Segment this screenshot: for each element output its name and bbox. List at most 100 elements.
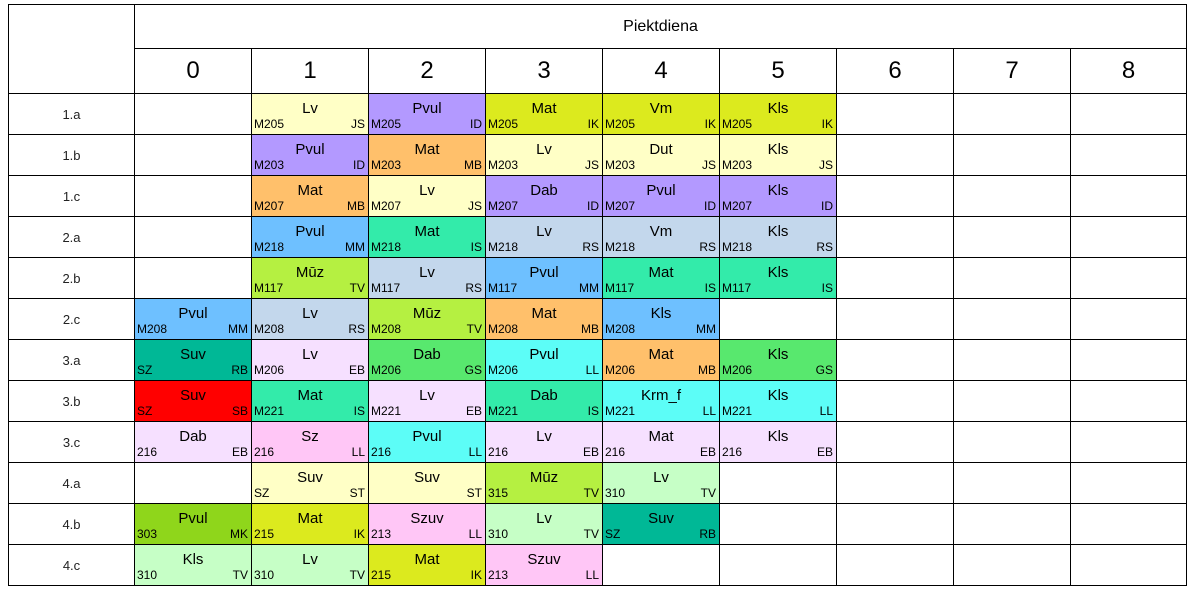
lesson-cell[interactable]: Sz 216 LL xyxy=(251,421,369,463)
empty-cell[interactable] xyxy=(134,175,252,217)
lesson-cell[interactable]: Dut M203 JS xyxy=(602,134,720,176)
lesson-cell[interactable]: Mat M206 MB xyxy=(602,339,720,381)
empty-cell[interactable] xyxy=(836,462,954,504)
empty-cell[interactable] xyxy=(1070,134,1187,176)
empty-cell[interactable] xyxy=(953,216,1071,258)
empty-cell[interactable] xyxy=(134,462,252,504)
empty-cell[interactable] xyxy=(836,380,954,422)
lesson-cell[interactable]: Lv M205 JS xyxy=(251,93,369,135)
lesson-cell[interactable]: Lv M203 JS xyxy=(485,134,603,176)
lesson-cell[interactable]: Vm M218 RS xyxy=(602,216,720,258)
lesson-cell[interactable]: Pvul 216 LL xyxy=(368,421,486,463)
empty-cell[interactable] xyxy=(836,134,954,176)
empty-cell[interactable] xyxy=(1070,175,1187,217)
empty-cell[interactable] xyxy=(1070,503,1187,545)
lesson-cell[interactable]: Suv SZ SB xyxy=(134,380,252,422)
lesson-cell[interactable]: Lv 310 TV xyxy=(485,503,603,545)
lesson-cell[interactable]: Lv M207 JS xyxy=(368,175,486,217)
lesson-cell[interactable]: Kls M207 ID xyxy=(719,175,837,217)
lesson-cell[interactable]: Mat M117 IS xyxy=(602,257,720,299)
empty-cell[interactable] xyxy=(719,298,837,340)
lesson-cell[interactable]: Mat M203 MB xyxy=(368,134,486,176)
empty-cell[interactable] xyxy=(1070,462,1187,504)
empty-cell[interactable] xyxy=(836,544,954,586)
lesson-cell[interactable]: Pvul 303 MK xyxy=(134,503,252,545)
lesson-cell[interactable]: Lv M218 RS xyxy=(485,216,603,258)
lesson-cell[interactable]: Pvul M206 LL xyxy=(485,339,603,381)
lesson-cell[interactable]: Kls M117 IS xyxy=(719,257,837,299)
empty-cell[interactable] xyxy=(719,544,837,586)
empty-cell[interactable] xyxy=(134,93,252,135)
empty-cell[interactable] xyxy=(953,257,1071,299)
empty-cell[interactable] xyxy=(953,503,1071,545)
empty-cell[interactable] xyxy=(134,134,252,176)
lesson-cell[interactable]: Lv M117 RS xyxy=(368,257,486,299)
lesson-cell[interactable]: Lv 310 TV xyxy=(602,462,720,504)
empty-cell[interactable] xyxy=(836,216,954,258)
lesson-cell[interactable]: Kls M205 IK xyxy=(719,93,837,135)
empty-cell[interactable] xyxy=(953,175,1071,217)
lesson-cell[interactable]: Lv 310 TV xyxy=(251,544,369,586)
empty-cell[interactable] xyxy=(1070,93,1187,135)
empty-cell[interactable] xyxy=(836,175,954,217)
lesson-cell[interactable]: Dab M221 IS xyxy=(485,380,603,422)
lesson-cell[interactable]: Suv SZ RB xyxy=(602,503,720,545)
empty-cell[interactable] xyxy=(1070,257,1187,299)
empty-cell[interactable] xyxy=(719,503,837,545)
lesson-cell[interactable]: Kls M221 LL xyxy=(719,380,837,422)
lesson-cell[interactable]: Mat 216 EB xyxy=(602,421,720,463)
empty-cell[interactable] xyxy=(953,134,1071,176)
lesson-cell[interactable]: Pvul M117 MM xyxy=(485,257,603,299)
lesson-cell[interactable]: Mat M207 MB xyxy=(251,175,369,217)
lesson-cell[interactable]: Mat 215 IK xyxy=(251,503,369,545)
empty-cell[interactable] xyxy=(134,257,252,299)
empty-cell[interactable] xyxy=(719,462,837,504)
lesson-cell[interactable]: Mūz M117 TV xyxy=(251,257,369,299)
lesson-cell[interactable]: Mūz M208 TV xyxy=(368,298,486,340)
lesson-cell[interactable]: Mat M221 IS xyxy=(251,380,369,422)
lesson-cell[interactable]: Lv M206 EB xyxy=(251,339,369,381)
lesson-cell[interactable]: Mat M205 IK xyxy=(485,93,603,135)
empty-cell[interactable] xyxy=(953,93,1071,135)
lesson-cell[interactable]: Kls M208 MM xyxy=(602,298,720,340)
lesson-cell[interactable]: Pvul M218 MM xyxy=(251,216,369,258)
lesson-cell[interactable]: Krm_f M221 LL xyxy=(602,380,720,422)
lesson-cell[interactable]: Kls M203 JS xyxy=(719,134,837,176)
lesson-cell[interactable]: Mat M208 MB xyxy=(485,298,603,340)
empty-cell[interactable] xyxy=(836,339,954,381)
lesson-cell[interactable]: Pvul M203 ID xyxy=(251,134,369,176)
lesson-cell[interactable]: Dab 216 EB xyxy=(134,421,252,463)
lesson-cell[interactable]: Mūz 315 TV xyxy=(485,462,603,504)
lesson-cell[interactable]: Mat M218 IS xyxy=(368,216,486,258)
empty-cell[interactable] xyxy=(953,462,1071,504)
empty-cell[interactable] xyxy=(1070,216,1187,258)
lesson-cell[interactable]: Suv SZ RB xyxy=(134,339,252,381)
empty-cell[interactable] xyxy=(1070,380,1187,422)
empty-cell[interactable] xyxy=(1070,544,1187,586)
empty-cell[interactable] xyxy=(1070,421,1187,463)
empty-cell[interactable] xyxy=(953,421,1071,463)
lesson-cell[interactable]: Vm M205 IK xyxy=(602,93,720,135)
lesson-cell[interactable]: Lv 216 EB xyxy=(485,421,603,463)
empty-cell[interactable] xyxy=(836,298,954,340)
lesson-cell[interactable]: Kls 216 EB xyxy=(719,421,837,463)
lesson-cell[interactable]: Pvul M207 ID xyxy=(602,175,720,217)
empty-cell[interactable] xyxy=(836,257,954,299)
lesson-cell[interactable]: Pvul M208 MM xyxy=(134,298,252,340)
lesson-cell[interactable]: Suv ST xyxy=(368,462,486,504)
lesson-cell[interactable]: Dab M207 ID xyxy=(485,175,603,217)
lesson-cell[interactable]: Lv M208 RS xyxy=(251,298,369,340)
lesson-cell[interactable]: Szuv 213 LL xyxy=(485,544,603,586)
lesson-cell[interactable]: Mat 215 IK xyxy=(368,544,486,586)
empty-cell[interactable] xyxy=(953,544,1071,586)
lesson-cell[interactable]: Kls 310 TV xyxy=(134,544,252,586)
lesson-cell[interactable]: Pvul M205 ID xyxy=(368,93,486,135)
empty-cell[interactable] xyxy=(602,544,720,586)
empty-cell[interactable] xyxy=(836,421,954,463)
empty-cell[interactable] xyxy=(1070,339,1187,381)
empty-cell[interactable] xyxy=(134,216,252,258)
empty-cell[interactable] xyxy=(836,93,954,135)
empty-cell[interactable] xyxy=(953,380,1071,422)
lesson-cell[interactable]: Szuv 213 LL xyxy=(368,503,486,545)
lesson-cell[interactable]: Lv M221 EB xyxy=(368,380,486,422)
